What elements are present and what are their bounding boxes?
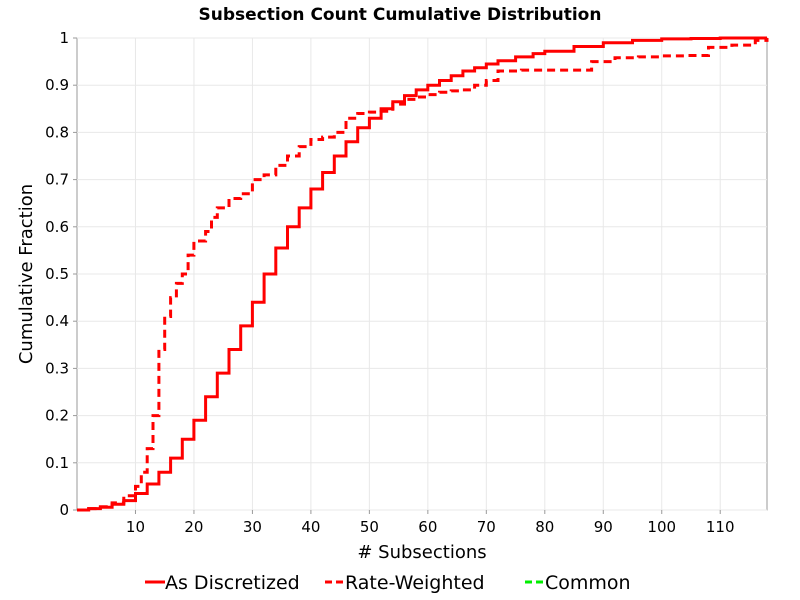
gridlines [77,37,767,511]
y-tick-label: 0.4 [45,312,69,330]
y-tick-label: 0.7 [45,171,69,189]
axis-ticks: 10 20 30 40 50 60 70 80 90 100 110 0 0.1 0.2 0.3 0.4 0.5… [45,29,734,536]
x-tick-label: 60 [418,518,437,536]
series-lines [77,36,769,512]
y-tick-label: 0.9 [45,76,69,94]
x-tick-label: 80 [535,518,554,536]
chart-title: Subsection Count Cumulative Distribution [199,5,602,25]
x-tick-label: 90 [594,518,613,536]
y-tick-label: 0 [59,501,69,519]
y-tick-label: 0.8 [45,123,69,141]
x-tick-label: 100 [647,518,676,536]
legend-label: As Discretized [165,572,300,594]
legend-label: Rate-Weighted [345,572,485,594]
y-tick-label: 0.2 [45,407,69,425]
legend: As Discretized Rate-Weighted Common [145,572,631,594]
x-axis-label: # Subsections [357,542,486,563]
x-tick-label: 20 [184,518,203,536]
series-line-as-discretized [77,36,767,512]
x-tick-label: 30 [243,518,262,536]
y-tick-label: 0.3 [45,359,69,377]
series-line-rate-weighted [77,38,769,512]
y-tick-label: 0.6 [45,218,69,236]
y-axis-label: Cumulative Fraction [16,184,37,364]
x-tick-label: 70 [477,518,496,536]
y-tick-label: 1 [59,29,69,47]
x-tick-label: 10 [126,518,145,536]
legend-label: Common [545,572,631,594]
y-tick-label: 0.5 [45,265,69,283]
y-tick-label: 0.1 [45,454,69,472]
x-tick-label: 40 [301,518,320,536]
x-tick-label: 110 [706,518,735,536]
x-tick-label: 50 [360,518,379,536]
